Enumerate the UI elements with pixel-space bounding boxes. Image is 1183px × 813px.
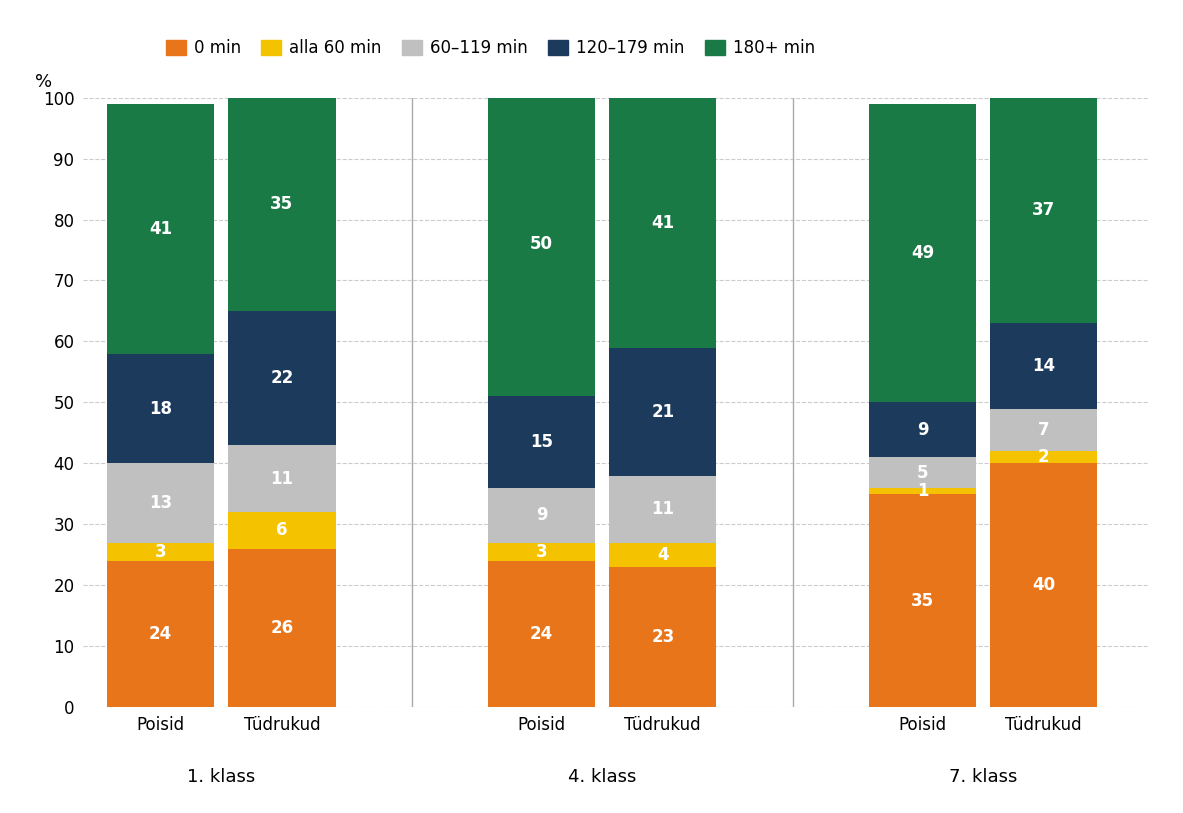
Text: 5: 5: [917, 463, 929, 481]
Text: 50: 50: [530, 235, 554, 253]
Bar: [487, 397, 595, 488]
Text: 41: 41: [651, 214, 674, 232]
Text: 49: 49: [911, 244, 935, 262]
Bar: [487, 561, 595, 707]
Bar: [868, 402, 976, 457]
Bar: [868, 494, 976, 707]
Bar: [990, 98, 1098, 324]
Bar: [990, 324, 1098, 409]
Text: 41: 41: [149, 220, 173, 237]
Text: 23: 23: [651, 628, 674, 646]
Text: %: %: [35, 73, 52, 92]
Text: 1: 1: [917, 482, 929, 500]
Text: 7. klass: 7. klass: [949, 768, 1017, 786]
Bar: [990, 409, 1098, 451]
Text: 35: 35: [271, 195, 293, 213]
Bar: [228, 549, 336, 707]
Text: 3: 3: [536, 543, 548, 561]
Bar: [228, 512, 336, 549]
Bar: [487, 488, 595, 543]
Text: 2: 2: [1037, 448, 1049, 467]
Bar: [868, 104, 976, 402]
Bar: [106, 463, 214, 543]
Bar: [487, 92, 595, 397]
Text: 14: 14: [1032, 357, 1055, 375]
Bar: [609, 98, 717, 348]
Bar: [609, 476, 717, 543]
Bar: [228, 311, 336, 446]
Text: 9: 9: [536, 506, 548, 524]
Bar: [990, 463, 1098, 707]
Text: 9: 9: [917, 421, 929, 439]
Text: 40: 40: [1032, 576, 1055, 594]
Bar: [487, 543, 595, 561]
Bar: [228, 446, 336, 512]
Text: 18: 18: [149, 399, 173, 418]
Bar: [868, 457, 976, 488]
Bar: [228, 98, 336, 311]
Text: 22: 22: [270, 369, 293, 387]
Text: 26: 26: [271, 619, 293, 637]
Text: 24: 24: [149, 625, 173, 643]
Text: 4. klass: 4. klass: [568, 768, 636, 786]
Text: 37: 37: [1032, 202, 1055, 220]
Text: 15: 15: [530, 433, 554, 451]
Bar: [106, 543, 214, 561]
Text: 1. klass: 1. klass: [187, 768, 256, 786]
Text: 35: 35: [911, 592, 935, 610]
Bar: [106, 104, 214, 354]
Text: 7: 7: [1037, 421, 1049, 439]
Text: 13: 13: [149, 494, 173, 512]
Text: 11: 11: [271, 470, 293, 488]
Text: 3: 3: [155, 543, 167, 561]
Bar: [609, 567, 717, 707]
Text: 6: 6: [276, 521, 287, 540]
Text: 21: 21: [651, 402, 674, 420]
Bar: [990, 451, 1098, 463]
Bar: [609, 348, 717, 476]
Text: 24: 24: [530, 625, 554, 643]
Legend: 0 min, alla 60 min, 60–119 min, 120–179 min, 180+ min: 0 min, alla 60 min, 60–119 min, 120–179 …: [166, 39, 815, 57]
Bar: [609, 543, 717, 567]
Text: 11: 11: [652, 500, 674, 518]
Text: 4: 4: [657, 546, 668, 564]
Bar: [106, 561, 214, 707]
Bar: [868, 488, 976, 494]
Bar: [106, 354, 214, 463]
